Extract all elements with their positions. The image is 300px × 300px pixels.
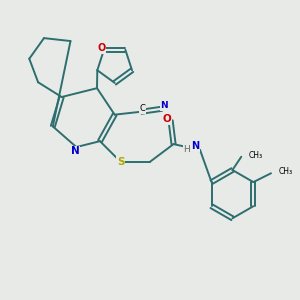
Text: S: S <box>117 157 124 167</box>
Text: N: N <box>192 142 200 152</box>
Text: H: H <box>183 146 190 154</box>
Text: N: N <box>160 101 168 110</box>
Text: N: N <box>70 146 79 157</box>
Text: CH₃: CH₃ <box>278 167 292 176</box>
Text: O: O <box>163 114 172 124</box>
Text: O: O <box>98 43 106 53</box>
Text: CH₃: CH₃ <box>249 151 263 160</box>
Text: C: C <box>140 104 146 113</box>
